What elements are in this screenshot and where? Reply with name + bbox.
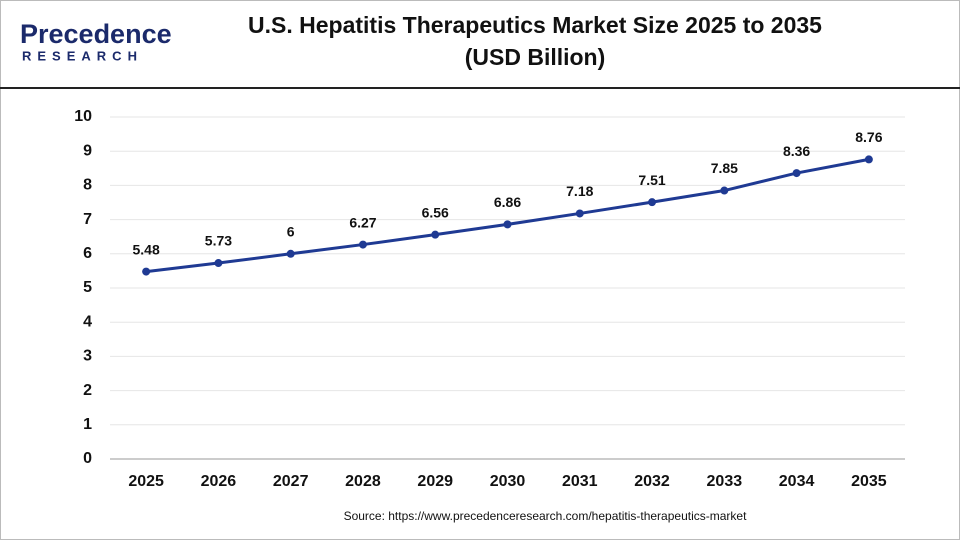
x-tick-label: 2025	[128, 473, 164, 490]
x-tick-label: 2028	[345, 473, 381, 490]
y-tick-label: 3	[83, 348, 92, 365]
y-tick-label: 9	[83, 142, 92, 159]
x-tick-label: 2032	[634, 473, 670, 490]
data-label: 6.27	[349, 214, 376, 230]
data-label: 7.85	[711, 160, 738, 176]
data-point	[503, 220, 512, 229]
data-label: 8.36	[783, 143, 810, 159]
data-point	[720, 186, 729, 195]
y-tick-label: 10	[74, 108, 92, 125]
data-label: 5.48	[133, 241, 160, 257]
data-label: 7.51	[638, 172, 665, 188]
y-tick-label: 1	[83, 416, 92, 433]
x-tick-label: 2033	[707, 473, 743, 490]
data-label: 6.56	[422, 204, 449, 220]
x-tick-label: 2034	[779, 473, 815, 490]
y-tick-label: 6	[83, 245, 92, 262]
logo-tagline: RESEARCH	[22, 48, 143, 63]
data-point	[142, 267, 151, 276]
logo-name: Precedence	[20, 19, 172, 49]
data-point	[792, 169, 801, 178]
data-point	[864, 155, 873, 164]
y-tick-label: 5	[83, 279, 92, 296]
data-point	[575, 209, 584, 218]
x-tick-label: 2030	[490, 473, 526, 490]
data-label: 8.76	[855, 129, 882, 145]
x-tick-label: 2029	[417, 473, 453, 490]
data-point	[431, 230, 440, 239]
x-tick-label: 2026	[201, 473, 237, 490]
data-label: 6.86	[494, 194, 521, 210]
source: Source: https://www.precedenceresearch.c…	[344, 509, 748, 523]
y-tick-label: 7	[83, 211, 92, 228]
data-label: 6	[287, 224, 295, 240]
data-point	[214, 259, 223, 268]
data-point	[358, 240, 367, 249]
data-point	[648, 198, 657, 207]
x-tick-label: 2035	[851, 473, 887, 490]
y-tick-label: 0	[83, 450, 92, 467]
x-tick-label: 2031	[562, 473, 598, 490]
data-point	[286, 249, 295, 258]
x-tick-label: 2027	[273, 473, 309, 490]
y-tick-label: 8	[83, 177, 92, 194]
data-label: 5.73	[205, 233, 232, 249]
y-tick-label: 2	[83, 382, 92, 399]
data-label: 7.18	[566, 183, 593, 199]
chart-subtitle: (USD Billion)	[465, 44, 606, 70]
y-tick-label: 4	[83, 313, 92, 330]
chart-title: U.S. Hepatitis Therapeutics Market Size …	[248, 12, 822, 38]
